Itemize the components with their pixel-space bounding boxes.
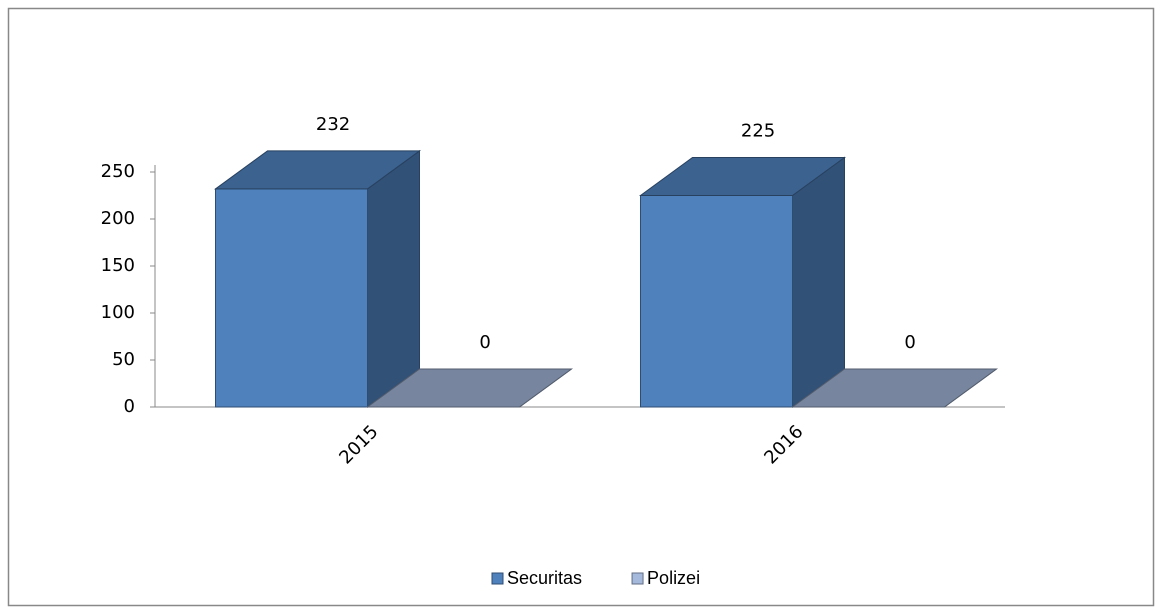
y-tick-label: 250: [101, 161, 135, 182]
y-tick-label: 200: [101, 208, 135, 229]
bar: [213, 149, 422, 408]
bar-side: [792, 156, 845, 408]
bar: [790, 368, 999, 408]
value-label: 0: [904, 332, 915, 353]
legend-swatch: [491, 572, 504, 585]
bar-front: [215, 188, 368, 408]
bar: [365, 368, 574, 408]
y-tick-label: 50: [112, 349, 135, 370]
bar-top: [638, 157, 847, 196]
legend-swatch: [631, 572, 644, 585]
bar-top: [365, 368, 574, 408]
bar-front: [640, 195, 793, 408]
value-label: 225: [741, 121, 775, 142]
bar-top: [213, 150, 422, 190]
bar-side: [367, 149, 420, 408]
chart-border: [7, 7, 1155, 607]
value-label: 232: [316, 114, 350, 135]
legend-label: Securitas: [507, 568, 582, 588]
bar-top: [790, 368, 999, 408]
y-tick-label: 150: [101, 255, 135, 276]
bar: [638, 156, 847, 408]
y-tick-label: 0: [124, 396, 135, 417]
value-label: 0: [479, 332, 490, 353]
y-tick-label: 100: [101, 302, 135, 323]
legend-label: Polizei: [647, 568, 700, 588]
